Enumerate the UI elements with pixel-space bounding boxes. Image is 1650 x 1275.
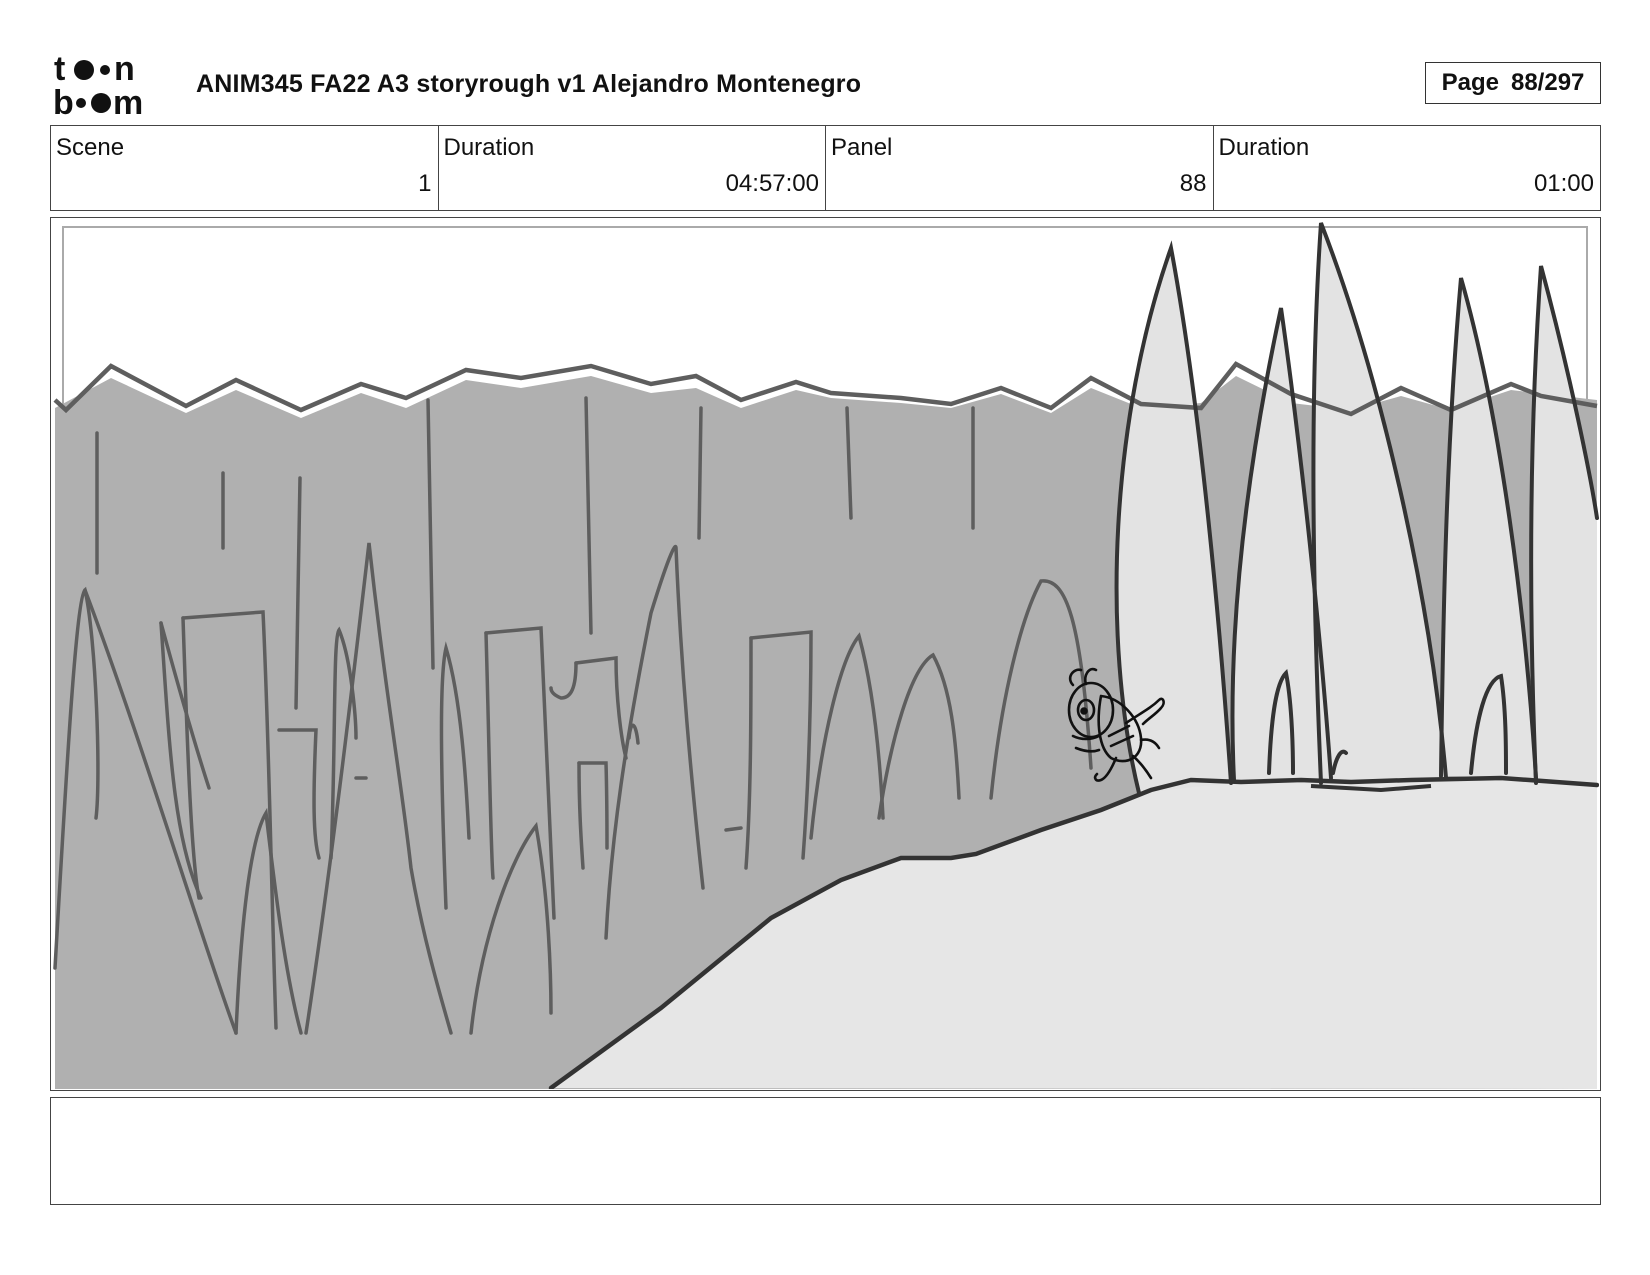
scene-duration-cell: Duration 04:57:00 bbox=[439, 126, 826, 210]
character-leg bbox=[1139, 738, 1161, 750]
pine-outline bbox=[1230, 307, 1333, 782]
storyboard-panel bbox=[50, 217, 1601, 1091]
tree-stroke bbox=[234, 807, 303, 1035]
scene-label: Scene bbox=[56, 134, 125, 161]
pine-tree-outlines bbox=[1114, 222, 1599, 795]
tree-stroke bbox=[604, 544, 705, 940]
character-antenna bbox=[1068, 668, 1083, 687]
page-indicator: Page 88/297 bbox=[1425, 62, 1601, 104]
tree-stroke bbox=[697, 406, 703, 540]
character-head bbox=[1067, 681, 1115, 739]
character-pupil bbox=[1080, 707, 1088, 715]
tree-stroke bbox=[294, 476, 302, 710]
tree-stroke bbox=[181, 616, 201, 900]
pine-outline bbox=[1311, 222, 1448, 785]
logo-dot bbox=[76, 98, 86, 108]
page-label: Page bbox=[1441, 69, 1499, 96]
character-stripe bbox=[1107, 724, 1131, 738]
tree-stroke bbox=[53, 586, 100, 970]
tree-stroke bbox=[845, 406, 853, 520]
character-arm bbox=[1124, 697, 1165, 726]
tree-stroke bbox=[469, 821, 553, 1035]
tree-stroke bbox=[159, 621, 203, 900]
character-eye bbox=[1076, 698, 1096, 722]
character-arm bbox=[1071, 734, 1101, 741]
logo-dot bbox=[100, 65, 110, 75]
tree-stroke bbox=[83, 588, 238, 1035]
tree-stroke bbox=[584, 396, 593, 635]
character-leg bbox=[1093, 756, 1118, 782]
logo-letter-t: t bbox=[54, 52, 65, 88]
scene-value: 1 bbox=[418, 170, 432, 197]
pine-tree bbox=[1116, 248, 1231, 793]
tree-stroke bbox=[749, 630, 813, 860]
panel-value: 88 bbox=[1179, 170, 1207, 197]
tree-stroke bbox=[744, 636, 753, 870]
tree-stroke bbox=[577, 761, 609, 850]
tree-stroke bbox=[549, 661, 578, 700]
panel-duration-label: Duration bbox=[1218, 134, 1310, 161]
toon-boom-logo-mark: t n b m bbox=[53, 50, 143, 122]
tree-stroke bbox=[426, 398, 435, 670]
tree-stroke bbox=[877, 652, 961, 820]
scene-duration-label: Duration bbox=[443, 134, 535, 161]
logo-letter-n: n bbox=[114, 52, 135, 88]
panel-label: Panel bbox=[831, 134, 893, 161]
logo-dot bbox=[91, 93, 111, 113]
pine-outline bbox=[1529, 265, 1599, 785]
pine-inner-stroke bbox=[1267, 668, 1295, 775]
pine-outline bbox=[1439, 277, 1538, 780]
ground-accent-line bbox=[1310, 784, 1432, 793]
ground-hill bbox=[551, 778, 1597, 1089]
tree-stroke bbox=[484, 626, 556, 920]
tree-stroke bbox=[439, 641, 471, 910]
pine-tree bbox=[1232, 308, 1331, 780]
pine-inner-stroke bbox=[1469, 673, 1508, 775]
logo-letter-b: b bbox=[54, 84, 74, 118]
document-title: ANIM345 FA22 A3 storyrough v1 Alejandro … bbox=[196, 70, 862, 98]
background-tree-strokes bbox=[53, 396, 1093, 1035]
character-leg bbox=[1131, 754, 1153, 780]
tree-stroke bbox=[277, 728, 321, 860]
tree-stroke bbox=[574, 656, 628, 760]
panel-cell: Panel 88 bbox=[826, 126, 1214, 210]
tree-stroke bbox=[304, 542, 453, 1035]
tree-stroke bbox=[484, 631, 495, 880]
panel-info-table: Scene 1 Duration 04:57:00 Panel 88 Durat… bbox=[50, 125, 1601, 211]
tree-stroke bbox=[181, 610, 278, 1030]
pine-outline bbox=[1114, 240, 1233, 795]
tree-stroke bbox=[809, 632, 885, 840]
character-sketch bbox=[1067, 667, 1165, 782]
tree-stroke bbox=[577, 761, 585, 870]
tree-stroke bbox=[989, 579, 1093, 800]
character-leg bbox=[1074, 746, 1101, 753]
character-body bbox=[1097, 694, 1143, 763]
pine-tree bbox=[1313, 223, 1446, 783]
page-number: 88/297 bbox=[1510, 69, 1585, 96]
character-stripe bbox=[1109, 734, 1135, 748]
scene-duration-value: 04:57:00 bbox=[725, 170, 819, 197]
panel-notes-box[interactable] bbox=[50, 1097, 1601, 1205]
panel-duration-value: 01:00 bbox=[1533, 170, 1594, 197]
scene-cell: Scene 1 bbox=[51, 126, 439, 210]
pine-inner-stroke bbox=[1331, 749, 1348, 775]
forest-horizon-line bbox=[53, 361, 1598, 417]
panel-drawing bbox=[53, 222, 1599, 1089]
logo-dot bbox=[74, 60, 94, 80]
character-antenna bbox=[1083, 667, 1098, 686]
toon-boom-logo: t n b m bbox=[53, 50, 172, 122]
logo-letter-m: m bbox=[113, 84, 143, 118]
panel-duration-cell: Duration 01:00 bbox=[1214, 126, 1601, 210]
ground-outline bbox=[548, 775, 1599, 1089]
tree-stroke bbox=[329, 626, 358, 860]
tree-stroke bbox=[724, 826, 743, 832]
